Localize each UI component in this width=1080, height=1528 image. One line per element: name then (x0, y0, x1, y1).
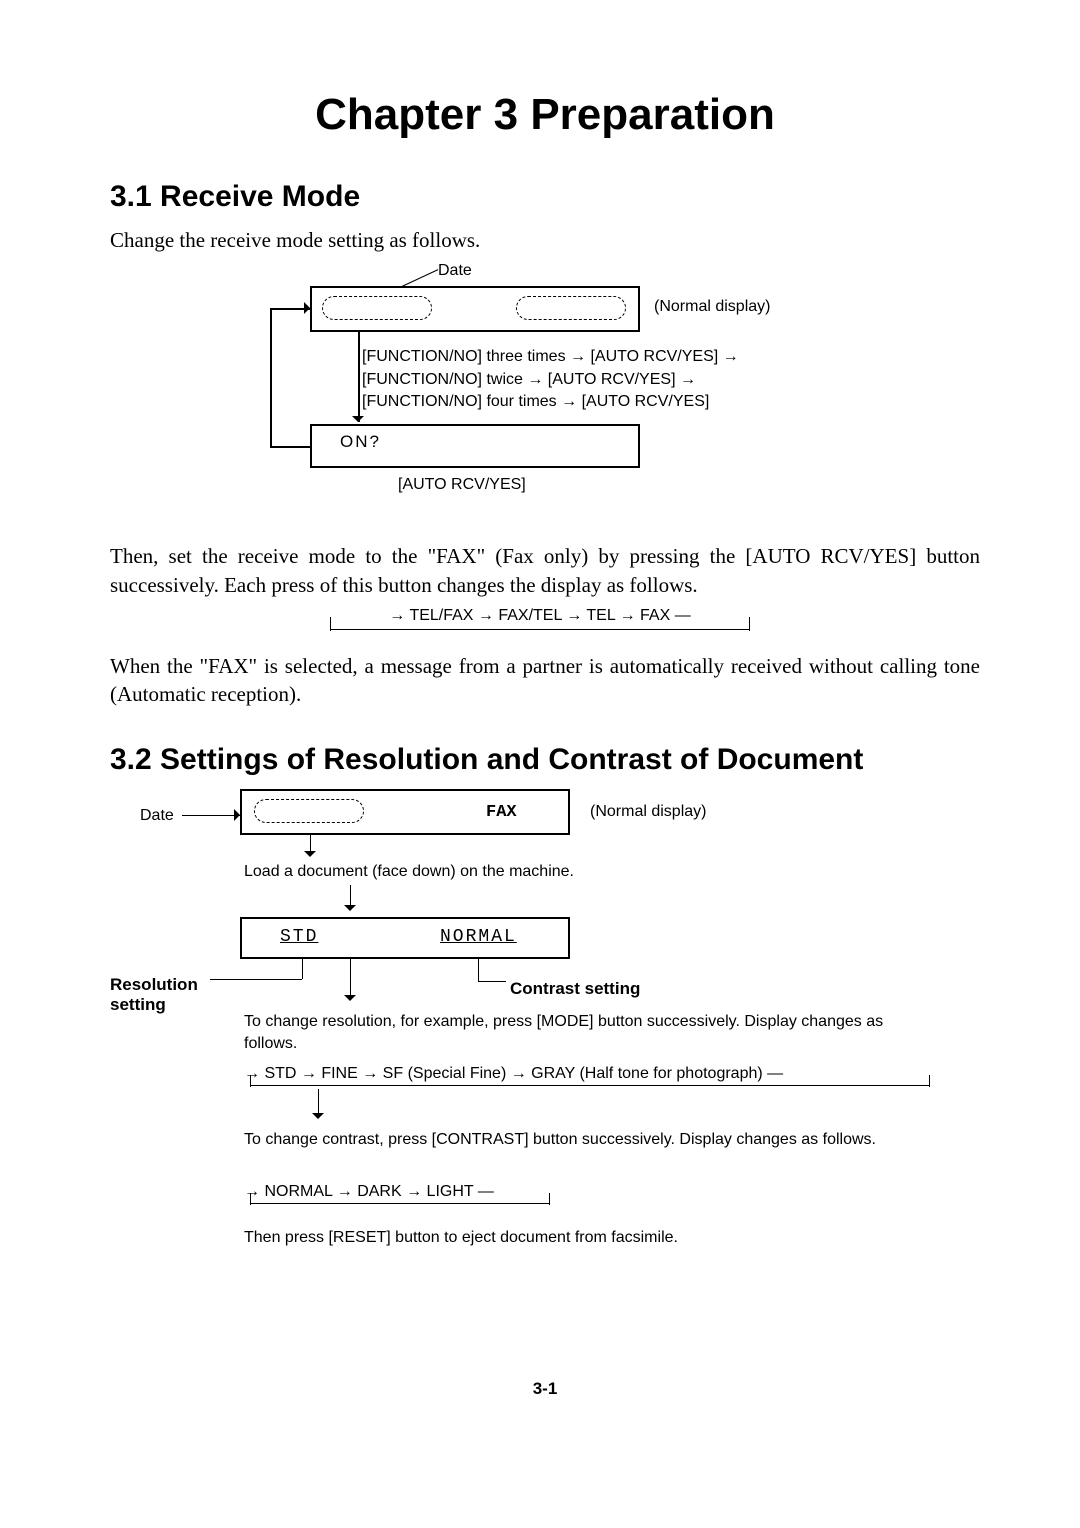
loop-line-vertical (270, 308, 272, 446)
arrow-down-icon (344, 995, 356, 1007)
display-field-date (254, 799, 364, 823)
normal-display-label: (Normal display) (654, 298, 770, 316)
contrast-cycle: → NORMAL → DARK → LIGHT — (244, 1183, 564, 1204)
instruction-block: [FUNCTION/NO] three times → [AUTO RCV/YE… (362, 346, 862, 413)
mode-cycle-text: → TEL/FAX → FAX/TEL → TEL → FAX — (310, 607, 770, 629)
cycle-bracket-right (749, 617, 750, 631)
arrow-down-icon (312, 1113, 324, 1125)
section-3-1-heading: 3.1 Receive Mode (110, 180, 980, 214)
section-3-1-intro: Change the receive mode setting as follo… (110, 226, 980, 254)
loop-line-bottom (270, 446, 310, 448)
contrast-setting-label: Contrast setting (510, 979, 640, 999)
contrast-leader-v (478, 959, 479, 981)
resolution-cycle-text: → STD → FINE → SF (Special Fine) → GRAY … (244, 1065, 934, 1083)
resolution-leader-v (302, 959, 303, 979)
arrow-line (350, 959, 351, 999)
section-3-2-heading: 3.2 Settings of Resolution and Contrast … (110, 743, 980, 777)
cycle-bracket-right (549, 1193, 550, 1205)
resolution-change-text: To change resolution, for example, press… (244, 1011, 884, 1056)
receive-mode-diagram: Date (Normal display) [FUNCTION/NO] thre… (250, 262, 930, 512)
mode-cycle: → TEL/FAX → FAX/TEL → TEL → FAX — (310, 607, 770, 630)
date-label: Date (438, 262, 472, 280)
page-number: 3-1 (110, 1379, 980, 1399)
cycle-underline (250, 1085, 930, 1086)
date-leader-2 (182, 815, 240, 816)
contrast-change-text: To change contrast, press [CONTRAST] but… (244, 1129, 884, 1151)
section-3-1-para2: Then, set the receive mode to the "FAX" … (110, 542, 980, 599)
chapter-title: Chapter 3 Preparation (110, 90, 980, 140)
contrast-leader-h (478, 981, 506, 982)
cycle-underline (250, 1203, 550, 1204)
display-field-left (322, 296, 432, 320)
normal-label: NORMAL (440, 927, 517, 947)
cycle-bracket-right (929, 1075, 930, 1087)
resolution-leader-h (210, 979, 302, 980)
arrow-down-icon (344, 905, 356, 917)
display-field-right (516, 296, 626, 320)
cycle-underline (330, 629, 750, 630)
resolution-cycle: → STD → FINE → SF (Special Fine) → GRAY … (244, 1065, 934, 1086)
auto-rcv-label: [AUTO RCV/YES] (398, 476, 526, 494)
contrast-cycle-text: → NORMAL → DARK → LIGHT — (244, 1183, 564, 1201)
instruction-line-1: [FUNCTION/NO] three times → [AUTO RCV/YE… (362, 346, 862, 368)
normal-display-label-2: (Normal display) (590, 803, 706, 821)
std-label: STD (280, 927, 318, 947)
fax-mode-text: FAX (486, 803, 517, 822)
section-3-1-para3: When the "FAX" is selected, a message fr… (110, 652, 980, 709)
cycle-bracket-left (330, 617, 331, 631)
resolution-setting-label: Resolution setting (110, 975, 220, 1015)
arrow-down-icon (304, 851, 316, 863)
load-document-text: Load a document (face down) on the machi… (244, 863, 744, 881)
cycle-bracket-left (250, 1075, 251, 1087)
cycle-bracket-left (250, 1193, 251, 1205)
on-prompt: ON? (340, 432, 381, 452)
resolution-contrast-diagram: Date FAX (Normal display) Load a documen… (110, 789, 990, 1349)
instruction-line-2: [FUNCTION/NO] twice → [AUTO RCV/YES] → (362, 369, 862, 391)
instruction-line-3: [FUNCTION/NO] four times → [AUTO RCV/YES… (362, 391, 862, 413)
date-label-2: Date (140, 807, 174, 825)
arrow-down-line (358, 332, 360, 422)
reset-text: Then press [RESET] button to eject docum… (244, 1229, 884, 1247)
